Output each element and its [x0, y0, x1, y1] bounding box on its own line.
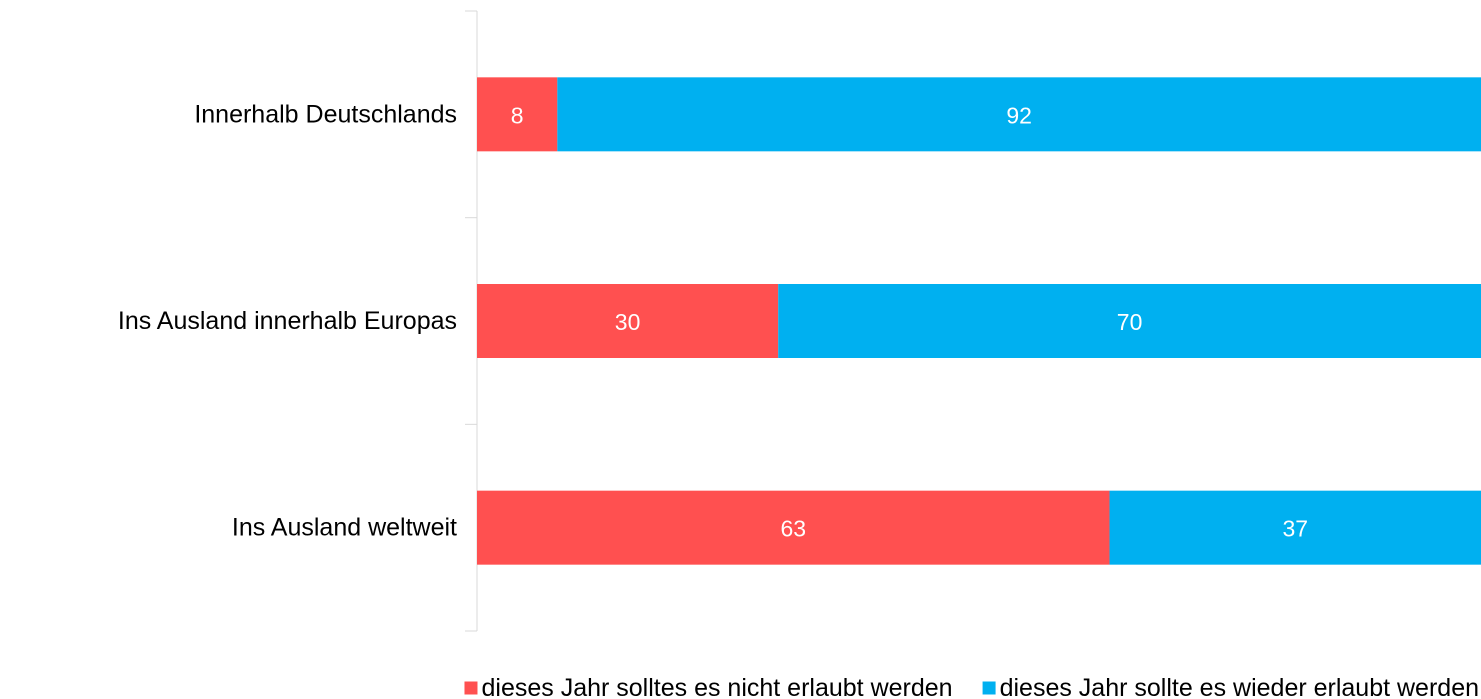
legend-label: dieses Jahr sollte es wieder erlaubt wer…: [1000, 674, 1479, 699]
data-label: 92: [1006, 102, 1032, 128]
category-axis: [465, 10, 478, 632]
data-label: 70: [1117, 309, 1143, 335]
data-label: 37: [1282, 516, 1308, 542]
data-label: 30: [615, 309, 641, 335]
bar-segment-series-1: [477, 77, 558, 152]
bar-segment-series-1: [477, 490, 1110, 565]
bar-segment-series-1: [477, 284, 779, 358]
bars: [477, 77, 1481, 565]
data-label: 8: [511, 102, 524, 128]
bar-segment-series-2: [778, 284, 1481, 358]
category-label: Ins Ausland weltweit: [232, 514, 457, 542]
data-label: 63: [780, 516, 806, 542]
legend-item-2: dieses Jahr sollte es wieder erlaubt wer…: [982, 674, 1479, 699]
legend-label: dieses Jahr solltes es nicht erlaubt wer…: [481, 674, 952, 699]
legend: dieses Jahr solltes es nicht erlaubt wer…: [464, 674, 1479, 699]
labels: Innerhalb Deutschlands 8 92 Ins Ausland inn…: [118, 100, 1308, 541]
legend-swatch: [982, 681, 996, 695]
legend-swatch: [464, 681, 478, 695]
bar-segment-series-2: [1109, 490, 1481, 565]
bar-segment-series-2: [557, 77, 1481, 152]
category-label: Innerhalb Deutschlands: [194, 100, 457, 128]
category-label: Ins Ausland innerhalb Europas: [118, 307, 457, 335]
legend-item-1: dieses Jahr solltes es nicht erlaubt wer…: [464, 674, 953, 699]
